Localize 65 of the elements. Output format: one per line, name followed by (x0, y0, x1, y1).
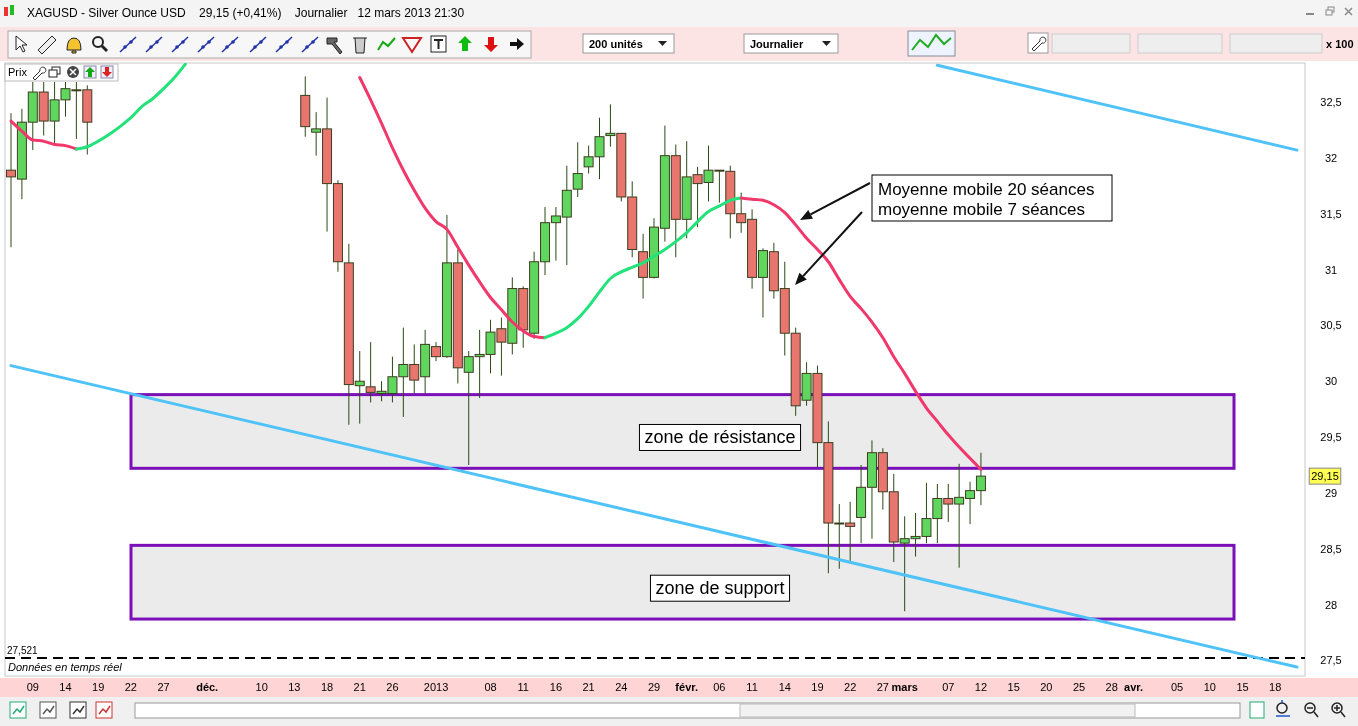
x-tick-label: 06 (713, 681, 726, 693)
line-series (543, 196, 743, 340)
x-tick-label: 26 (386, 681, 399, 693)
annotation: moyenne mobile 7 séances (878, 200, 1085, 219)
x-tick-label: 27 (157, 681, 170, 693)
text: 29,15 (1311, 470, 1339, 483)
y-tick-label: 30,5 (1320, 319, 1342, 332)
annotation: Données en temps réel (8, 661, 123, 673)
x-tick-label: 08 (484, 681, 497, 693)
x-tick-label: 2013 (423, 681, 449, 693)
x-tick-label: 21 (353, 681, 366, 693)
y-tick-label: 32,5 (1320, 96, 1342, 109)
annotation: Moyenne mobile 20 séances (878, 180, 1095, 199)
line-series (358, 76, 547, 340)
x-tick-label: 28 (1105, 681, 1118, 693)
x-tick-label: 18 (1269, 681, 1282, 693)
x-tick-label: 18 (320, 681, 334, 693)
x-tick-label: 24 (615, 681, 628, 693)
text: Journalier (750, 38, 804, 50)
chart-title: XAGUSD - Silver Ounce USD 29,15 (+0,41%) Journalier 12 mars 2013 21:30 (27, 6, 465, 20)
x-tick-label: 11 (746, 681, 758, 693)
x-tick-label: 14 (778, 681, 791, 693)
x-tick-label: 19 (811, 681, 824, 693)
candlestick (572, 141, 583, 198)
line-series (9, 119, 78, 151)
x-tick-label: févr. (675, 681, 699, 693)
x-tick-label: 15 (1007, 681, 1020, 693)
x-tick-label: 22 (124, 681, 138, 693)
x-tick-label: 16 (549, 681, 563, 693)
x-tick-label: avr. (1124, 681, 1144, 693)
x-tick-label: 10 (255, 681, 268, 693)
y-tick-label: 27,5 (1320, 654, 1342, 667)
x-tick-label: mars (891, 681, 918, 693)
y-tick-label: 30 (1324, 375, 1338, 388)
x-tick-label: 25 (1072, 681, 1086, 693)
y-tick-label: 31 (1324, 263, 1338, 276)
x-tick-label: 10 (1203, 681, 1216, 693)
y-tick-label: 31,5 (1320, 207, 1342, 220)
y-tick-label: 28 (1324, 598, 1338, 611)
x-tick-label: 22 (844, 681, 857, 693)
x-tick-label: 13 (288, 681, 301, 693)
x-tick-label: 15 (1236, 681, 1249, 693)
x-tick-label: 14 (59, 681, 72, 693)
ref-line-label: 27,521 (7, 645, 39, 657)
y-tick-label: 32 (1324, 151, 1338, 164)
x-tick-label: 29 (647, 681, 661, 693)
x-tick-label: 07 (942, 681, 955, 693)
x-tick-label: 20 (1040, 681, 1053, 693)
x-tick-label: 05 (1170, 681, 1184, 693)
line-series (74, 63, 187, 151)
x-tick-label: 12 (974, 681, 988, 693)
band-label: zone de support (655, 578, 785, 599)
x-tick-label: 19 (92, 681, 105, 693)
band-label: zone de résistance (644, 427, 796, 448)
text: x 100 (1326, 38, 1354, 50)
y-tick-label: 29 (1324, 486, 1338, 499)
x-tick-label: déc. (196, 681, 219, 693)
x-tick-label: 21 (582, 681, 595, 693)
y-tick-label: 28,5 (1320, 542, 1342, 555)
text: 200 unités (589, 38, 643, 50)
x-tick-label: 11 (517, 681, 529, 693)
x-tick-label: 27 (876, 681, 889, 693)
y-tick-label: 29,5 (1320, 431, 1342, 444)
x-tick-label: 09 (26, 681, 39, 693)
annotation: Prix (8, 66, 28, 78)
